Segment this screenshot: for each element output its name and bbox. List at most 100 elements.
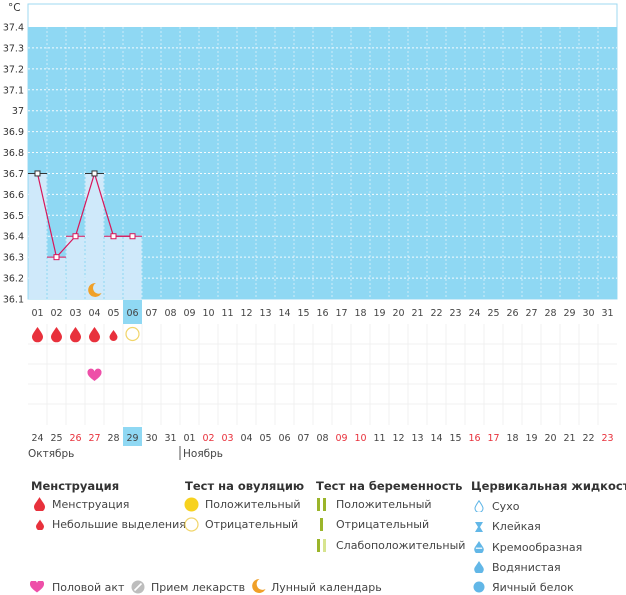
legend-pregnancy-negative-label: Отрицательный: [336, 518, 430, 531]
cycle-day-label: 20: [392, 308, 404, 319]
temperature-point: [72, 233, 79, 240]
cervical-dry-icon: [474, 500, 484, 512]
cycle-day-label: 02: [50, 308, 62, 319]
temperature-column: [123, 236, 142, 299]
menstruation-drop-icon: [34, 497, 45, 511]
cycle-day-label: 17: [335, 308, 347, 319]
cycle-day-label: 01: [31, 308, 43, 319]
y-tick-label: 36.2: [3, 274, 24, 285]
cervical-creamy-icon: [474, 541, 484, 553]
legend-moon-label: Лунный календарь: [271, 581, 382, 594]
calendar-date-label: 08: [316, 433, 328, 444]
cycle-day-label: 10: [202, 308, 214, 319]
temperature-column: [85, 173, 104, 299]
temperature-point: [129, 233, 136, 240]
spotting-drop-icon: [36, 519, 44, 530]
calendar-date-label: 26: [69, 433, 81, 444]
y-tick-label: 36.3: [3, 253, 24, 264]
calendar-date-label: 20: [544, 433, 556, 444]
legend-medication-label: Прием лекарств: [151, 581, 246, 594]
current-day-highlight: [123, 300, 142, 324]
month-label-october: Октябрь: [28, 448, 74, 460]
ovulation-positive-icon: [184, 497, 199, 512]
calendar-date-label: 09: [335, 433, 347, 444]
y-tick-label: 37.3: [3, 43, 24, 54]
calendar-date-label: 16: [468, 433, 480, 444]
cycle-day-label: 24: [468, 308, 480, 319]
legend-ovulation-positive-label: Положительный: [205, 498, 301, 511]
calendar-date-label: 25: [50, 433, 62, 444]
temperature-column: [104, 236, 123, 299]
calendar-date-label: 29: [126, 433, 138, 444]
menstruation-drop-icon: [89, 327, 100, 343]
cycle-day-label: 18: [354, 308, 366, 319]
cycle-day-label: 21: [411, 308, 423, 319]
cycle-day-label: 15: [297, 308, 309, 319]
legend-pregnancy-faint-label: Слабоположительный: [336, 539, 466, 552]
y-tick-label: 36.1: [3, 295, 24, 306]
cycle-day-label: 11: [221, 308, 233, 319]
legend-pregnancy-title: Тест на беременность: [316, 479, 463, 493]
calendar-date-label: 31: [164, 433, 176, 444]
calendar-date-label: 14: [430, 433, 442, 444]
menstruation-drop-icon: [32, 327, 43, 343]
calendar-date-label: 04: [240, 433, 252, 444]
intercourse-heart-icon: [30, 581, 44, 593]
y-tick-label: 37.2: [3, 64, 24, 75]
pregnancy-faint-icon: [317, 539, 326, 552]
cycle-day-label: 12: [240, 308, 252, 319]
cycle-day-label: 04: [88, 308, 100, 319]
y-tick-label: 37.1: [3, 85, 24, 96]
calendar-date-label: 10: [354, 433, 366, 444]
legend-intercourse-label: Половой акт: [52, 581, 125, 594]
legend-cervical-eggwhite-label: Яичный белок: [492, 581, 574, 594]
cycle-day-label: 30: [582, 308, 594, 319]
cervical-sticky-icon: [475, 522, 483, 532]
cycle-day-label: 19: [373, 308, 385, 319]
calendar-date-label: 27: [88, 433, 100, 444]
calendar-date-label: 02: [202, 433, 214, 444]
calendar-date-label: 18: [506, 433, 518, 444]
moon-calendar-icon: [252, 578, 266, 593]
pregnancy-positive-icon: [317, 498, 326, 511]
symptom-grid: [28, 324, 617, 425]
legend-menstruation-title: Менструация: [31, 479, 120, 493]
pregnancy-negative-icon: [320, 518, 323, 531]
y-tick-label: 36.8: [3, 148, 24, 159]
menstruation-drop-icon: [70, 327, 81, 343]
calendar-date-label: 11: [373, 433, 385, 444]
legend-cervical-dry-label: Сухо: [492, 500, 520, 513]
cycle-day-label: 07: [145, 308, 157, 319]
calendar-date-label: 06: [278, 433, 290, 444]
today-date-highlight: [123, 427, 142, 446]
cycle-day-label: 16: [316, 308, 328, 319]
y-tick-label: 36.6: [3, 190, 24, 201]
intercourse-heart-icon: [87, 368, 102, 381]
cycle-day-label: 22: [430, 308, 442, 319]
legend-spotting-label: Небольшие выделения: [52, 518, 186, 531]
calendar-date-label: 28: [107, 433, 119, 444]
cycle-day-label: 25: [487, 308, 499, 319]
ovulation-negative-icon: [125, 326, 140, 342]
calendar-date-label: 23: [601, 433, 613, 444]
cycle-day-label: 28: [544, 308, 556, 319]
y-tick-label: 36.9: [3, 127, 24, 138]
calendar-date-label: 01: [183, 433, 195, 444]
month-label-november: Ноябрь: [183, 448, 223, 460]
calendar-date-label: 30: [145, 433, 157, 444]
y-tick-label: 36.5: [3, 211, 24, 222]
bbt-chart: 37.4 37.3 37.2 37.1 37 36.9 36.8 36.7 36.6 36.5 36…: [3, 2, 618, 460]
cycle-day-label: 27: [525, 308, 537, 319]
legend-pregnancy-positive-label: Положительный: [336, 498, 432, 511]
calendar-date-label: 15: [449, 433, 461, 444]
cycle-day-label: 06: [126, 308, 138, 319]
temperature-point: [110, 233, 117, 240]
spotting-drop-icon: [109, 330, 118, 341]
legend-ovulation-negative-label: Отрицательный: [205, 518, 299, 531]
moon-icon: [88, 282, 102, 297]
cycle-day-label: 09: [183, 308, 195, 319]
y-axis-unit: °C: [8, 2, 21, 14]
cycle-day-label: 26: [506, 308, 518, 319]
calendar-date-label: 07: [297, 433, 309, 444]
cycle-day-label: 31: [601, 308, 613, 319]
